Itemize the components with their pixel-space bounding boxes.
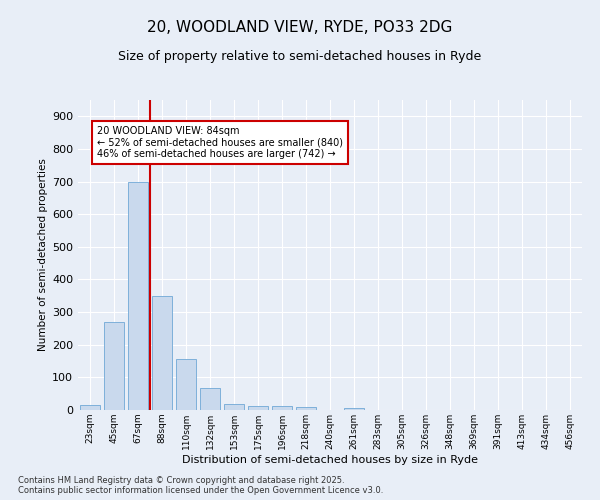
Text: Contains HM Land Registry data © Crown copyright and database right 2025.
Contai: Contains HM Land Registry data © Crown c… [18, 476, 383, 495]
Bar [296, 408, 316, 410]
Bar [344, 408, 364, 410]
Bar [248, 406, 268, 410]
Text: 20 WOODLAND VIEW: 84sqm
← 52% of semi-detached houses are smaller (840)
46% of s: 20 WOODLAND VIEW: 84sqm ← 52% of semi-de… [97, 126, 343, 160]
Bar [272, 406, 292, 410]
Text: Size of property relative to semi-detached houses in Ryde: Size of property relative to semi-detach… [118, 50, 482, 63]
Bar [128, 182, 148, 410]
Bar [152, 296, 172, 410]
Bar [80, 405, 100, 410]
Bar [200, 388, 220, 410]
Bar [224, 404, 244, 410]
Text: 20, WOODLAND VIEW, RYDE, PO33 2DG: 20, WOODLAND VIEW, RYDE, PO33 2DG [148, 20, 452, 35]
Bar [104, 322, 124, 410]
X-axis label: Distribution of semi-detached houses by size in Ryde: Distribution of semi-detached houses by … [182, 454, 478, 464]
Y-axis label: Number of semi-detached properties: Number of semi-detached properties [38, 158, 48, 352]
Bar [176, 360, 196, 410]
